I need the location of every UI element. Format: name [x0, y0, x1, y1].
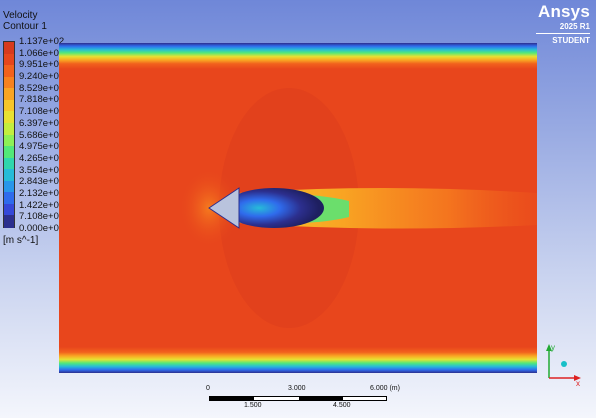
legend-color-segment: [4, 42, 14, 55]
scale-label-3: 3.000: [288, 385, 306, 392]
legend-color-segment: [4, 180, 14, 193]
top-wall-boundary-layer: [59, 43, 537, 69]
bottom-wall-boundary-layer: [59, 347, 537, 373]
legend-color-segment: [4, 192, 14, 205]
scale-label-0: 0: [206, 385, 210, 392]
z-axis-dot-icon: [561, 361, 567, 367]
y-axis-arrow-icon: [546, 344, 552, 351]
ansys-logo: Ansys 2025 R1 STUDENT: [536, 2, 590, 45]
legend-tick-label: 4.975e+01: [19, 141, 65, 153]
legend-tick-label: 2.132e+01: [19, 187, 65, 199]
recirculation-core: [224, 188, 324, 228]
scale-block: [210, 397, 254, 400]
legend-color-segment: [4, 146, 14, 159]
legend-tick-label: 2.843e+01: [19, 176, 65, 188]
legend-tick-label: 6.397e+01: [19, 117, 65, 129]
y-axis-label: y: [551, 343, 555, 352]
legend-color-segment: [4, 157, 14, 170]
legend-title: Velocity: [3, 10, 38, 21]
x-axis-arrow-icon: [574, 375, 581, 381]
brand-version: 2025 R1: [559, 22, 590, 31]
axis-triad[interactable]: y x: [538, 340, 584, 386]
legend-tick-label: 3.554e+01: [19, 164, 65, 176]
legend-tick-label: 0.000e+00: [19, 223, 65, 234]
legend-color-segment: [4, 215, 14, 228]
scale-block: [299, 397, 343, 400]
legend-tick-label: 1.137e+02: [19, 36, 65, 47]
bluff-body-obstacle: [208, 187, 240, 229]
legend-tick-label: 7.818e+01: [19, 94, 65, 106]
legend-tick-label: 9.240e+01: [19, 71, 65, 83]
brand-name: Ansys: [537, 2, 590, 21]
legend-tick-label: 5.686e+01: [19, 129, 65, 141]
scale-label-4-5: 4.500: [333, 402, 351, 409]
brand-edition: STUDENT: [536, 33, 590, 45]
legend-units: [m s^-1]: [3, 235, 39, 246]
legend-tick-label: 9.951e+01: [19, 59, 65, 71]
legend-color-segment: [4, 88, 14, 101]
legend-color-segment: [4, 76, 14, 89]
legend-color-segment: [4, 99, 14, 112]
velocity-contour-viewport[interactable]: [59, 43, 537, 373]
scale-label-6: 6.000 (m): [370, 385, 400, 392]
color-scale-bar: [3, 41, 15, 228]
legend-tick-label: 1.422e+01: [19, 199, 65, 211]
legend-color-segment: [4, 65, 14, 78]
legend-color-segment: [4, 111, 14, 124]
x-axis-label: x: [576, 379, 580, 386]
legend-color-segment: [4, 203, 14, 216]
legend-tick-label: 7.108e+00: [19, 211, 65, 223]
legend-tick-label: 7.108e+01: [19, 106, 65, 118]
legend-tick-label: 4.265e+01: [19, 152, 65, 164]
legend-color-segment: [4, 134, 14, 147]
legend-color-segment: [4, 53, 14, 66]
legend-tick-label: 1.066e+02: [19, 47, 65, 59]
scale-bar: [209, 396, 387, 401]
legend-tick-label: 8.529e+01: [19, 82, 65, 94]
legend-color-segment: [4, 122, 14, 135]
scale-label-1-5: 1.500: [244, 402, 262, 409]
legend-color-segment: [4, 169, 14, 182]
legend-subtitle: Contour 1: [3, 21, 47, 32]
